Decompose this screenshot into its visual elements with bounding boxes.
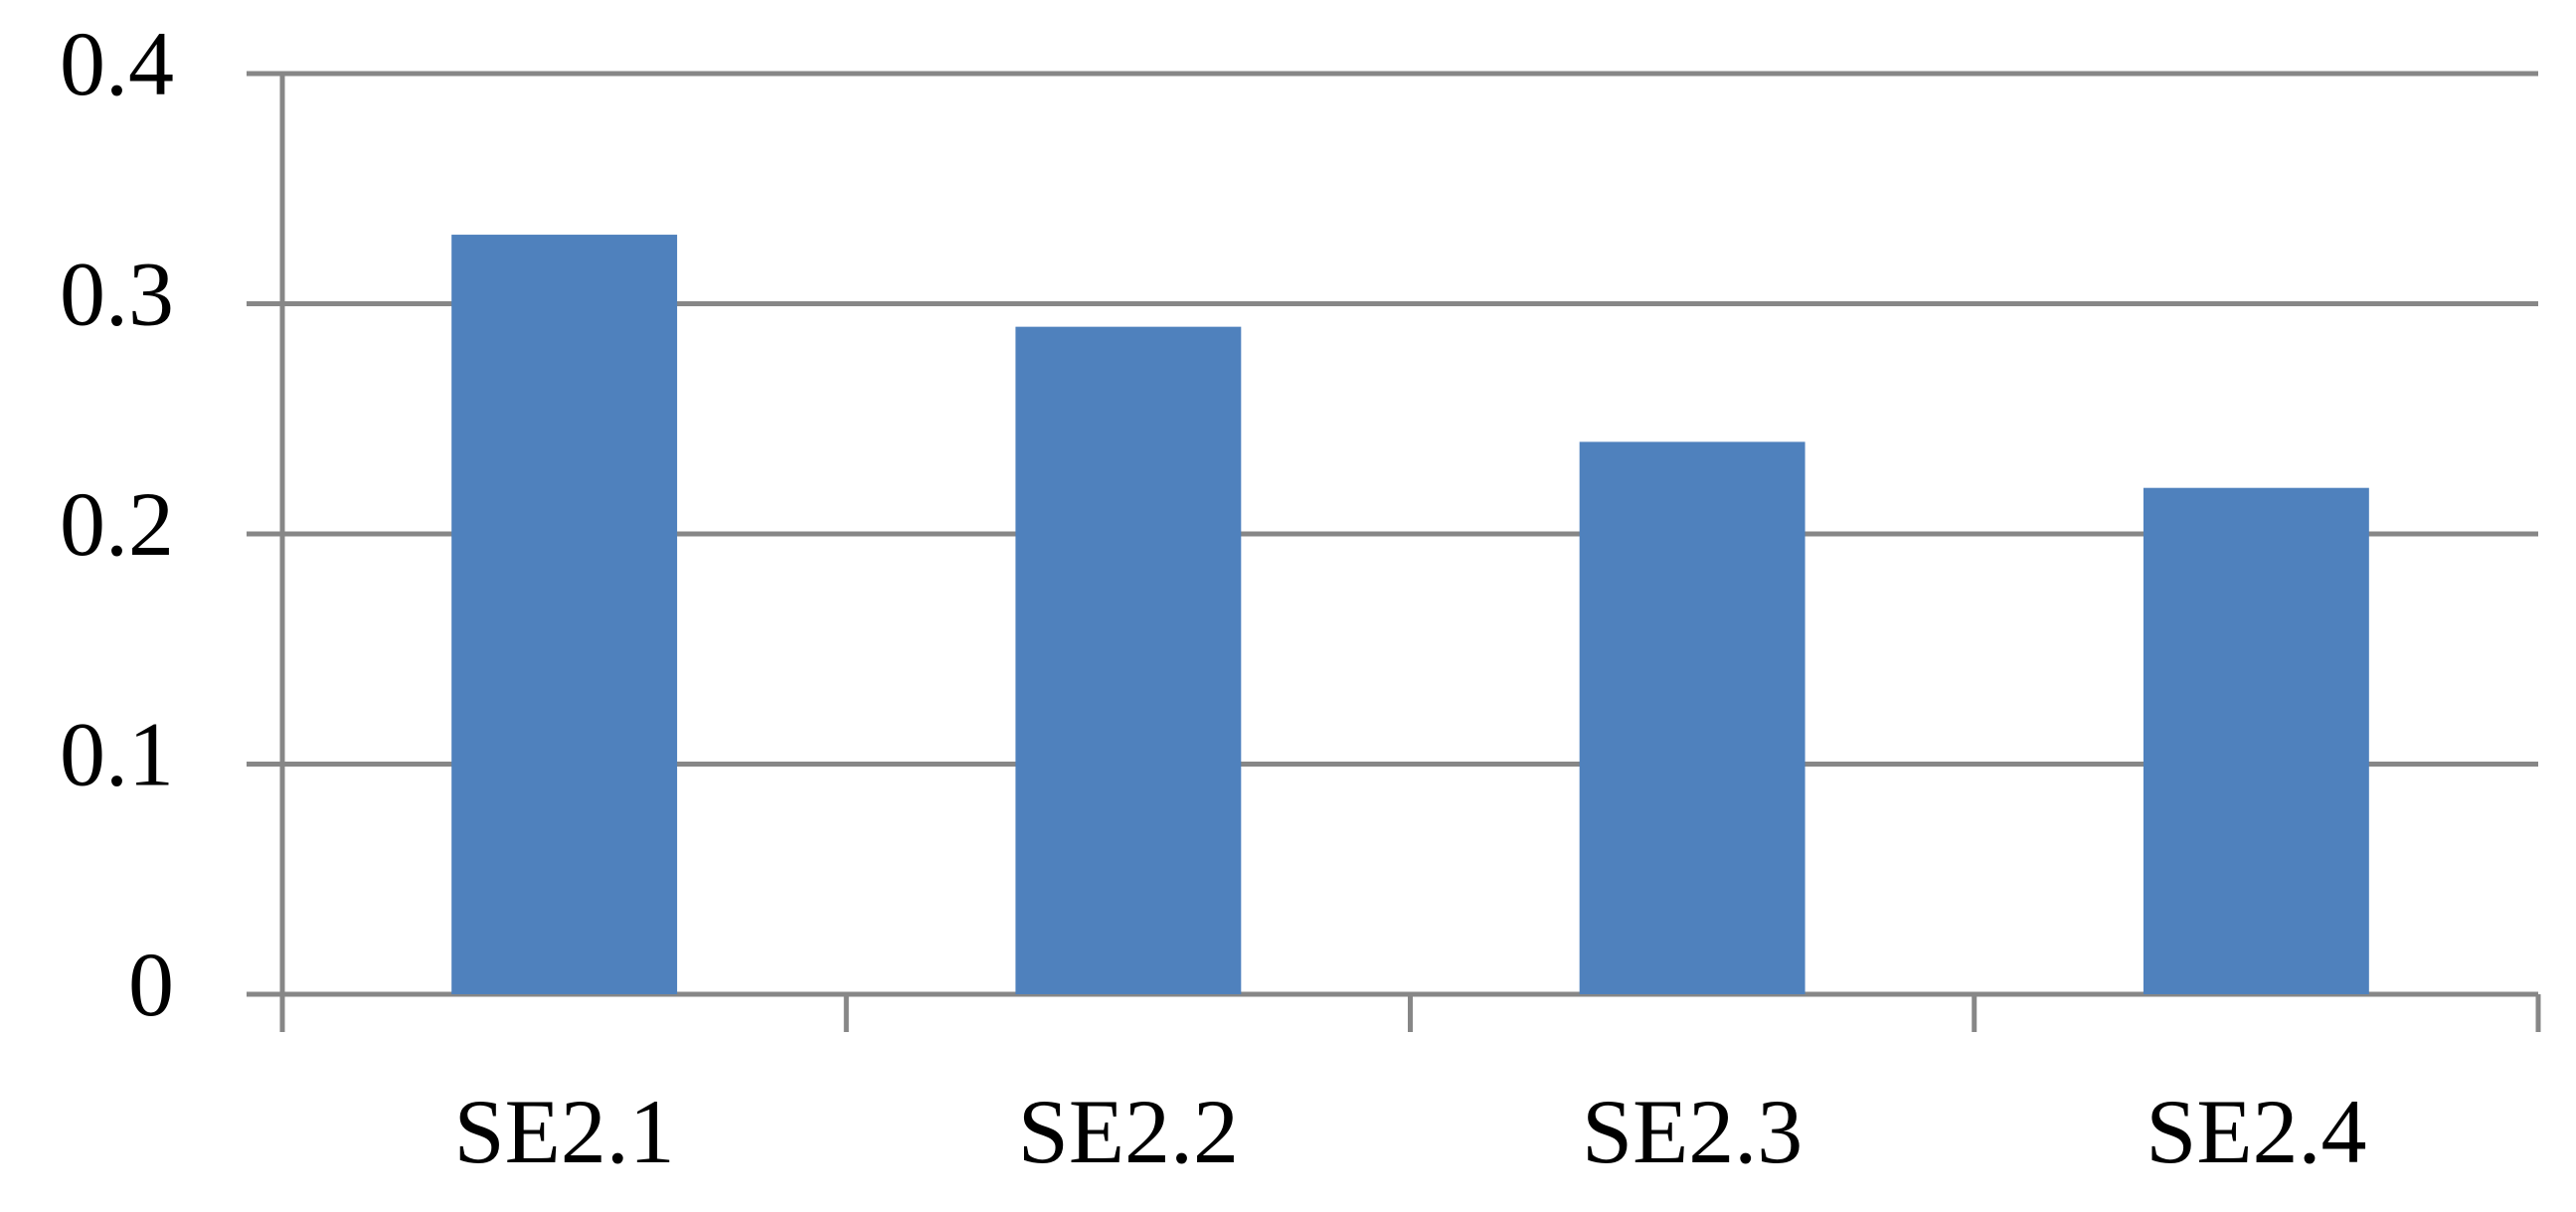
- y-tick-label: 0.1: [60, 704, 174, 805]
- bar: [1015, 326, 1242, 994]
- x-tick-label: SE2.4: [2146, 1081, 2366, 1182]
- bar: [451, 235, 678, 995]
- bar: [2143, 487, 2369, 994]
- y-tick-label: 0.4: [60, 13, 174, 114]
- y-tick-label: 0.2: [60, 473, 174, 575]
- y-tick-label: 0.3: [60, 244, 174, 345]
- x-tick-label: SE2.3: [1582, 1081, 1803, 1182]
- y-tick-label: 0: [128, 934, 174, 1035]
- x-tick-label: SE2.2: [1018, 1081, 1239, 1182]
- bar: [1579, 441, 1805, 994]
- x-tick-label: SE2.1: [453, 1081, 674, 1182]
